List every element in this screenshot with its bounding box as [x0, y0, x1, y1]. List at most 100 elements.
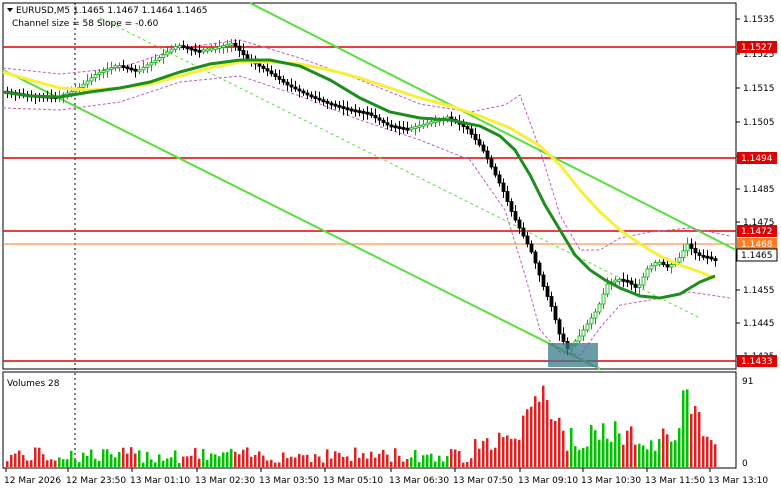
volume-bar [430, 453, 433, 467]
volume-bar [142, 462, 145, 467]
volume-bar [274, 462, 277, 467]
volume-bar [610, 441, 613, 467]
volume-bar [306, 454, 309, 467]
time-tick-label: 13 Mar 09:10 [518, 476, 578, 486]
candle-body [353, 109, 358, 113]
volume-bar [262, 455, 265, 467]
candle-body [509, 201, 514, 212]
volume-bar [650, 440, 653, 467]
volume-bar [354, 447, 357, 467]
volume-bar [638, 443, 641, 467]
volume-bar [178, 462, 181, 467]
candle-body [261, 65, 266, 69]
volume-bar [682, 390, 685, 467]
volume-bar [122, 447, 125, 467]
volume-bar [30, 460, 33, 467]
volume-bar [434, 461, 437, 467]
volume-bar [38, 447, 41, 467]
price-tags: 1.1527 1.1494 1.1472 1.1468 1.1433 1.1465 [736, 41, 778, 367]
current-price-label: 1.1465 [741, 251, 773, 261]
price-panel[interactable] [2, 2, 737, 370]
volume-bar [90, 449, 93, 467]
volume-bar [130, 447, 133, 467]
time-tick-label: 13 Mar 02:30 [195, 476, 255, 486]
volume-bar [54, 460, 57, 467]
candle-body [649, 265, 654, 270]
volume-bar [662, 428, 665, 467]
price-tick-label: 1.1475 [743, 218, 775, 228]
volume-bar [286, 458, 289, 467]
candle-body [165, 51, 170, 56]
candle-body [701, 254, 706, 258]
volume-bar [126, 453, 129, 467]
volume-bar [26, 460, 29, 467]
volume-bar [206, 460, 209, 467]
price-tag-label: 1.1472 [741, 227, 773, 237]
volume-bar [470, 458, 473, 467]
volume-bar [466, 461, 469, 467]
candle-body [597, 303, 602, 313]
dropdown-triangle-icon[interactable] [7, 8, 13, 12]
volume-bar [574, 446, 577, 467]
candle-body [289, 84, 294, 88]
candle-body [533, 251, 538, 264]
candle-body [477, 139, 482, 146]
candle-body [605, 283, 610, 295]
candle-body [513, 211, 518, 221]
candle-body [657, 261, 662, 265]
volume-bar [166, 458, 169, 467]
volume-bar [298, 453, 301, 467]
candle-body [557, 319, 562, 335]
volume-bar [42, 454, 45, 467]
current-price-box [736, 248, 778, 262]
candle-body [265, 68, 270, 72]
volume-bar [194, 448, 197, 467]
volume-bar [674, 440, 677, 467]
candle-body [217, 46, 222, 49]
volume-bar [678, 428, 681, 467]
candle-body [489, 158, 494, 168]
volume-bar [510, 438, 513, 467]
volume-bar [518, 439, 521, 467]
candle-body [465, 126, 470, 130]
time-tick-label: 13 Mar 11:50 [645, 476, 705, 486]
volume-bar [422, 455, 425, 467]
volume-bar [210, 453, 213, 467]
candle-body [221, 45, 226, 48]
price-tick-label: 1.1525 [743, 50, 775, 60]
volume-bar [642, 445, 645, 467]
candle-body [349, 108, 354, 112]
candle-body [129, 67, 134, 71]
volume-panel[interactable] [2, 371, 737, 469]
volume-bar [366, 458, 369, 467]
volume-bar [218, 456, 221, 467]
volume-bar [618, 433, 621, 467]
volume-bar [530, 406, 533, 467]
volume-bar [86, 455, 89, 467]
volume-bar [202, 448, 205, 467]
volume-bar [338, 452, 341, 467]
volume-bar [14, 453, 17, 467]
candle-body [305, 92, 310, 96]
candle-body [345, 107, 350, 111]
volume-bar [62, 459, 65, 467]
candle-body [653, 262, 658, 267]
candle-body [169, 48, 174, 53]
volume-bar [594, 430, 597, 467]
volume-bar [398, 455, 401, 467]
candle-body [685, 243, 690, 252]
volume-bar [106, 449, 109, 467]
candle-body [277, 76, 282, 80]
candle-body [85, 80, 90, 85]
volume-bar [406, 459, 409, 467]
candle-body [105, 68, 110, 72]
slow-moving-average [2, 58, 716, 300]
candle-body [317, 97, 322, 101]
volume-bar [346, 456, 349, 467]
candle-body [209, 47, 214, 51]
volume-bar [10, 454, 13, 467]
volume-bar [658, 439, 661, 467]
candle-body [117, 65, 122, 68]
envelope-lower [2, 75, 731, 356]
